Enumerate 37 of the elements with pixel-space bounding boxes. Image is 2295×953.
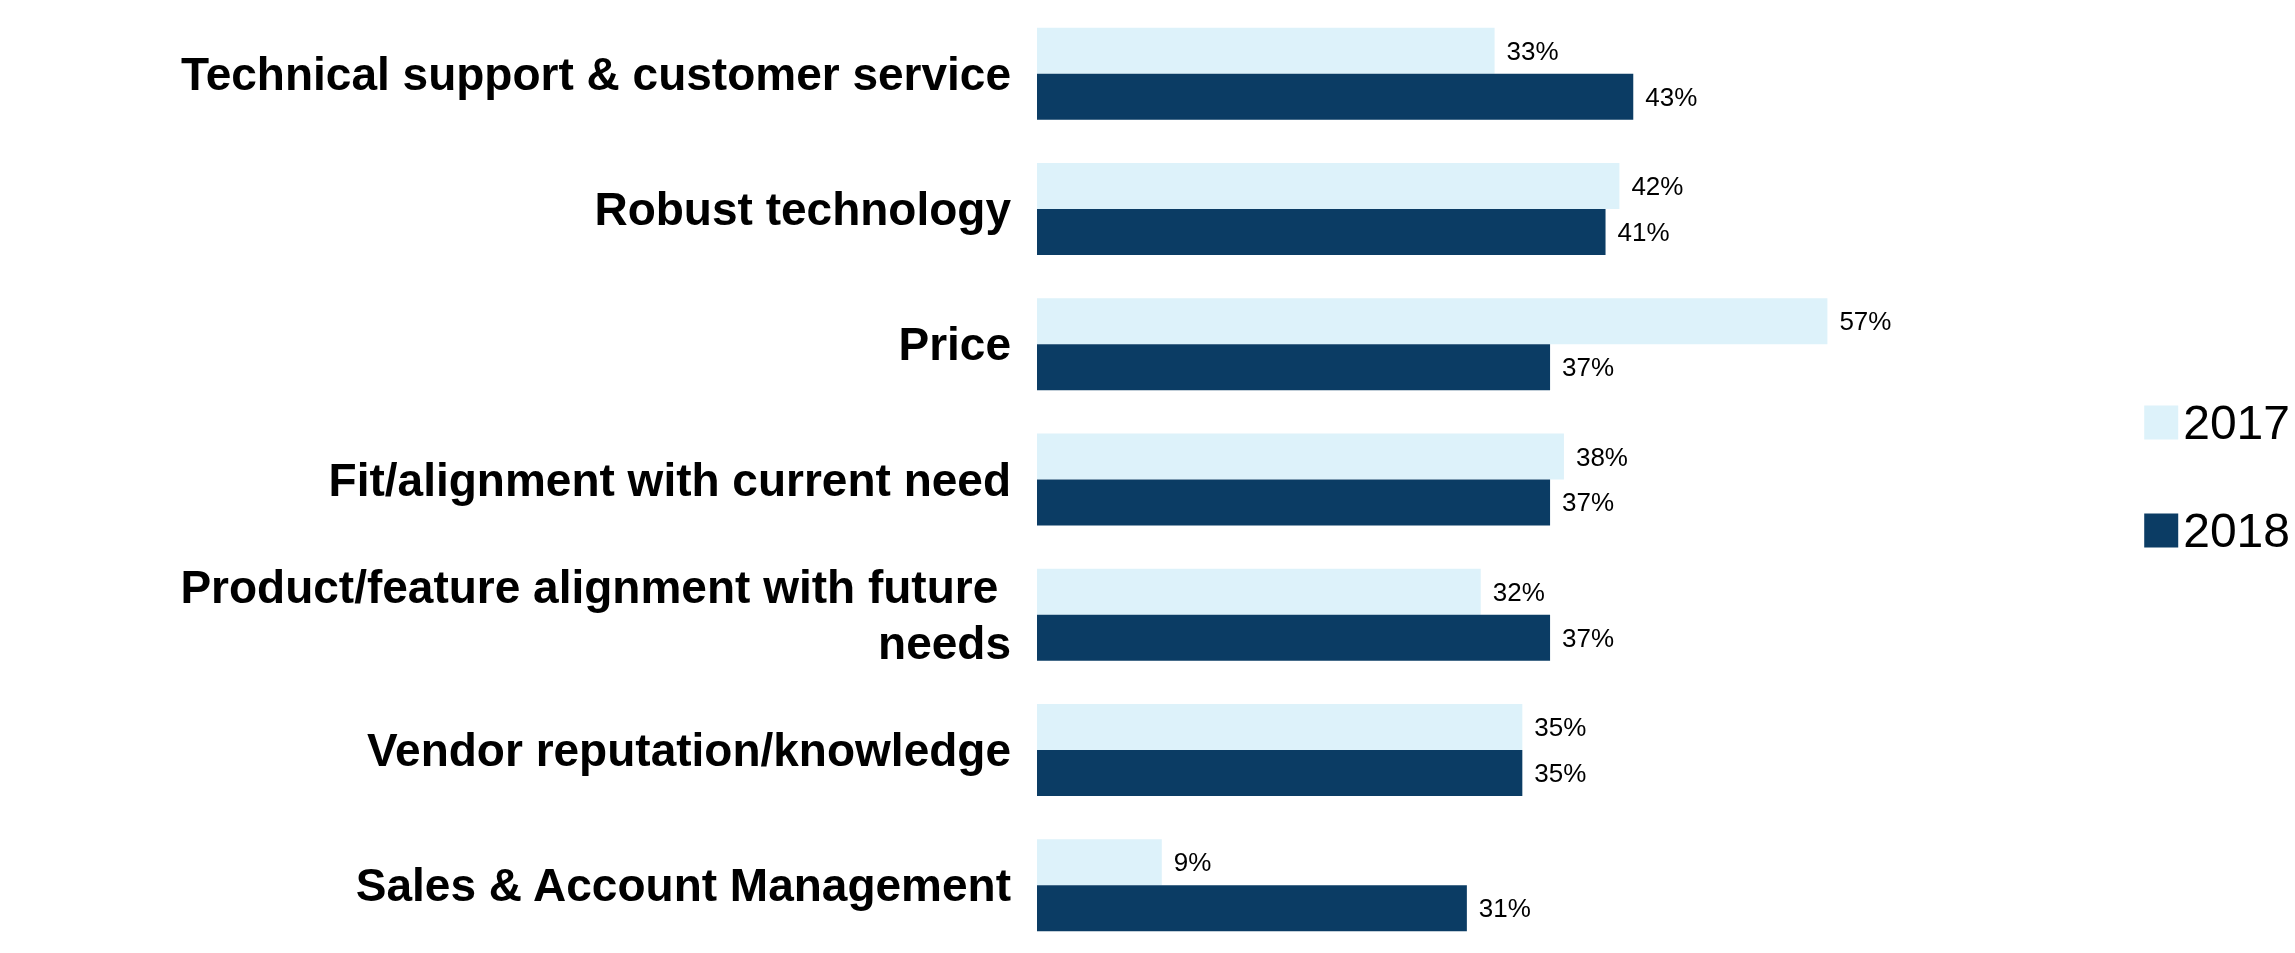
y-tick-label: Technical support & customer service [181,47,1011,100]
data-label: 43% [1645,81,1698,112]
data-label: 31% [1478,893,1531,924]
bar [1037,298,1828,345]
data-label: 32% [1492,576,1545,607]
bar [1037,344,1551,391]
bar [1037,885,1467,932]
bar [1037,750,1523,797]
data-label: 33% [1506,35,1559,66]
data-label: 35% [1534,712,1587,743]
y-tick-label: Product/feature alignment with future needs [180,560,1011,669]
y-tick-label: Vendor reputation/knowledge [366,724,1011,777]
y-tick-label: Price [898,318,1011,371]
bar [1037,614,1551,661]
legend-label: 2017 [2183,396,2290,449]
bar [1037,27,1495,74]
data-label: 37% [1562,487,1615,518]
data-label: 41% [1617,216,1670,247]
bar [1037,433,1564,480]
data-label: 37% [1562,352,1615,383]
bar [1037,568,1481,615]
bar [1037,479,1551,526]
y-tick-label: Sales & Account Management [355,859,1011,912]
y-tick-label: Robust technology [594,182,1012,235]
data-label: 35% [1534,758,1587,789]
bar [1037,704,1523,751]
y-tick-label: Fit/alignment with current need [328,453,1011,506]
legend-label: 2018 [2183,504,2290,557]
bar [1037,208,1606,255]
bar [1037,162,1620,209]
data-label: 57% [1839,306,1892,337]
data-label: 38% [1575,441,1628,472]
data-label: 9% [1173,847,1212,878]
data-label: 42% [1631,170,1684,201]
bar [1037,73,1634,120]
data-label: 37% [1562,622,1615,653]
bar [1037,839,1162,886]
